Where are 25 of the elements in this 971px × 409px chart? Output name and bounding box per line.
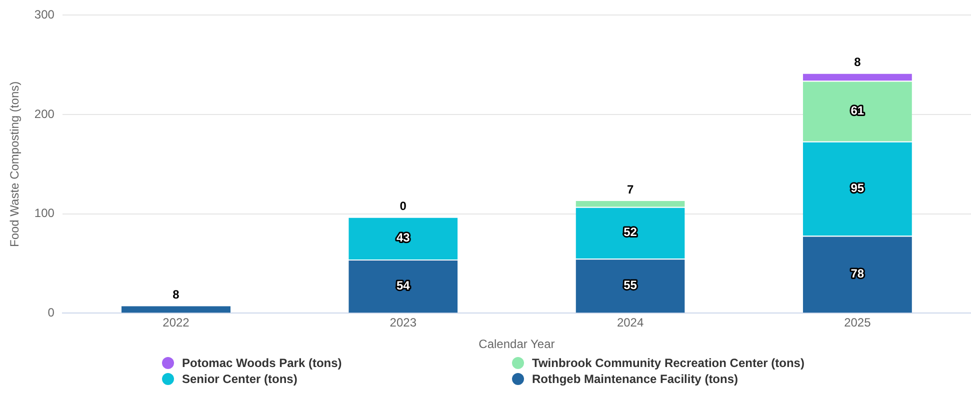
x-tick-label: 2024 (616, 316, 644, 330)
data-label: 43 (396, 230, 410, 245)
data-label: 61 (850, 103, 864, 118)
legend-label: Twinbrook Community Recreation Center (tons) (532, 356, 804, 370)
y-tick-label: 100 (34, 206, 55, 220)
legend-label: Potomac Woods Park (tons) (182, 356, 342, 370)
x-tick-label: 2022 (162, 316, 190, 330)
x-tick-label: 2023 (390, 316, 417, 330)
y-axis-title: Food Waste Composting (tons) (8, 81, 22, 248)
x-axis-title: Calendar Year (478, 337, 555, 352)
data-label: 8 (854, 55, 862, 70)
data-label: 54 (396, 278, 410, 292)
y-tick-label: 0 (48, 306, 55, 320)
y-tick-label: 200 (34, 106, 55, 121)
legend-label: Senior Center (tons) (182, 372, 298, 386)
y-tick-label: 300 (34, 8, 55, 22)
data-label: 7 (626, 182, 634, 196)
x-tick-label: 2025 (844, 316, 872, 330)
data-label: 78 (850, 266, 864, 281)
data-label: 55 (624, 278, 638, 292)
legend-label: Rothgeb Maintenance Facility (tons) (532, 372, 738, 386)
data-label: 52 (624, 225, 638, 240)
data-label: 0 (400, 199, 407, 214)
data-label: 8 (172, 288, 180, 302)
data-label: 95 (850, 180, 864, 195)
